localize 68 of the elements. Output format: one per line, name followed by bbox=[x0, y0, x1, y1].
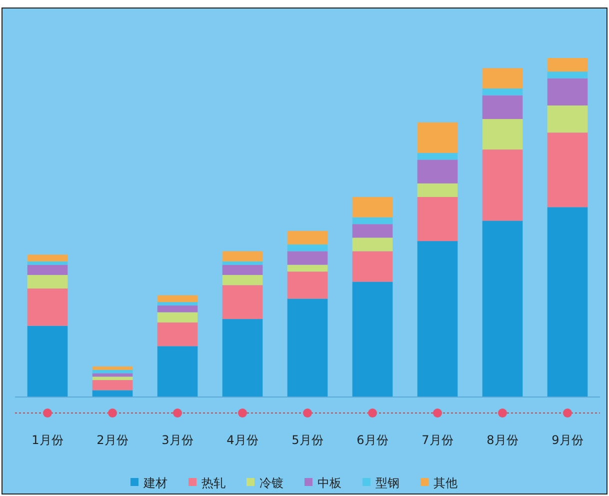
bar bbox=[157, 295, 198, 302]
legend-label: 热轧 bbox=[202, 476, 226, 490]
bar bbox=[482, 68, 523, 89]
bar bbox=[222, 261, 263, 265]
bar bbox=[92, 376, 133, 380]
bar bbox=[352, 196, 393, 218]
bar bbox=[27, 274, 68, 289]
bar bbox=[287, 264, 328, 272]
bar bbox=[547, 58, 588, 72]
legend-label: 其他 bbox=[434, 476, 458, 490]
bar bbox=[222, 285, 263, 320]
x-tick-label: 2月份 bbox=[96, 433, 128, 447]
x-tick-label: 3月份 bbox=[162, 433, 194, 447]
bar bbox=[352, 217, 393, 224]
bar bbox=[92, 370, 133, 374]
bar bbox=[27, 261, 68, 265]
bar bbox=[352, 251, 393, 282]
bar bbox=[547, 105, 588, 133]
bar bbox=[92, 390, 133, 397]
bar bbox=[222, 319, 263, 397]
x-tick-label: 8月份 bbox=[486, 433, 518, 447]
bar bbox=[352, 238, 393, 252]
bar bbox=[27, 326, 68, 397]
bar bbox=[417, 183, 458, 197]
bar bbox=[287, 251, 328, 265]
legend-label: 型钢 bbox=[376, 476, 400, 490]
bar bbox=[157, 322, 198, 346]
x-tick-label: 4月份 bbox=[226, 433, 258, 447]
x-tick-label: 7月份 bbox=[422, 433, 454, 447]
bar bbox=[417, 160, 458, 184]
legend-label: 冷镀 bbox=[260, 476, 284, 490]
bar bbox=[352, 224, 393, 238]
bar bbox=[482, 220, 523, 397]
bar bbox=[222, 251, 263, 262]
bar bbox=[482, 88, 523, 96]
x-tick-label: 1月份 bbox=[32, 433, 64, 447]
legend-label: 中板 bbox=[318, 476, 342, 490]
bar bbox=[157, 302, 198, 306]
bar bbox=[417, 122, 458, 153]
bar bbox=[157, 346, 198, 397]
bar bbox=[352, 282, 393, 397]
bar bbox=[92, 380, 133, 390]
bar bbox=[482, 150, 523, 221]
bar bbox=[547, 132, 588, 208]
x-tick-label: 9月份 bbox=[552, 433, 584, 447]
x-tick-label: 6月份 bbox=[356, 433, 388, 447]
bar bbox=[287, 230, 328, 244]
bar bbox=[417, 152, 458, 160]
bar bbox=[417, 241, 458, 397]
bar bbox=[482, 95, 523, 120]
bar bbox=[287, 244, 328, 252]
bar bbox=[27, 288, 68, 326]
bar bbox=[287, 298, 328, 397]
bar bbox=[287, 272, 328, 299]
bar bbox=[547, 207, 588, 397]
legend-label: 建材 bbox=[142, 476, 168, 490]
bar bbox=[547, 78, 588, 106]
bar bbox=[222, 264, 263, 275]
bar bbox=[417, 196, 458, 242]
bar bbox=[222, 274, 263, 286]
bar bbox=[27, 254, 68, 262]
bar bbox=[92, 366, 133, 370]
bar bbox=[482, 119, 523, 150]
bar bbox=[157, 312, 198, 322]
bar bbox=[157, 305, 198, 312]
bar bbox=[27, 264, 68, 275]
x-tick-label: 5月份 bbox=[292, 433, 324, 447]
bar bbox=[547, 72, 588, 78]
